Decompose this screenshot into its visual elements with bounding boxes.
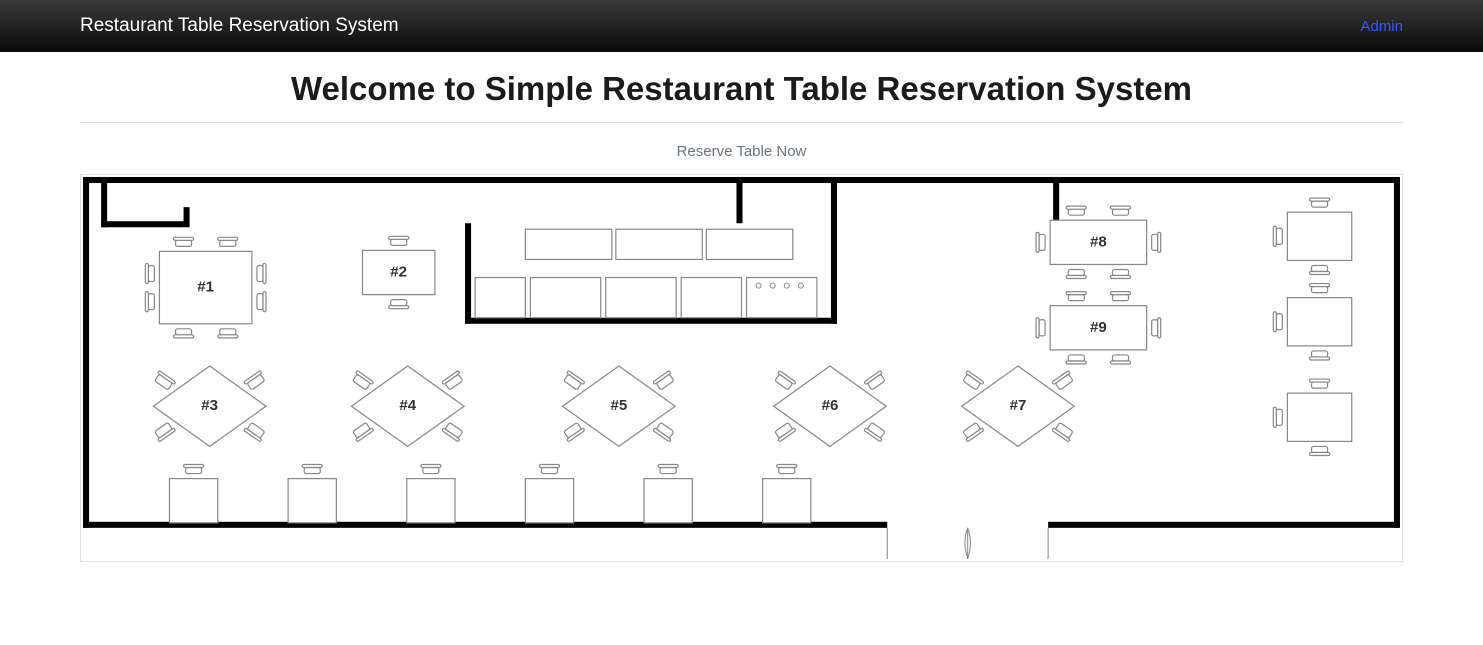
entrance-door — [887, 528, 1048, 559]
table-label[interactable]: #9 — [1090, 319, 1107, 336]
table-t9[interactable]: #9 — [1036, 292, 1161, 364]
table-label[interactable]: #8 — [1090, 233, 1107, 250]
table-t5[interactable]: #5 — [562, 366, 676, 446]
reserve-now-text: Reserve Table Now — [80, 143, 1403, 160]
table-label[interactable]: #4 — [399, 397, 416, 414]
bar-seat[interactable] — [407, 465, 455, 523]
navbar-brand[interactable]: Restaurant Table Reservation System — [80, 15, 399, 37]
page-title: Welcome to Simple Restaurant Table Reser… — [80, 70, 1403, 108]
table-label[interactable]: #1 — [197, 279, 214, 296]
table-label[interactable]: #3 — [201, 397, 218, 414]
bar-seat[interactable] — [525, 465, 573, 523]
admin-link[interactable]: Admin — [1360, 18, 1403, 35]
table-label[interactable]: #7 — [1010, 397, 1027, 414]
separator — [80, 122, 1403, 123]
booth[interactable] — [1273, 198, 1351, 274]
navbar: Restaurant Table Reservation System Admi… — [0, 0, 1483, 52]
table-label[interactable]: #5 — [610, 397, 627, 414]
table-label[interactable]: #6 — [822, 397, 839, 414]
booth[interactable] — [1273, 284, 1351, 360]
table-label[interactable]: #2 — [390, 263, 407, 280]
floorplan-container: #1 #2 #3 #4 #5 #6 #7 #8 #9 — [80, 174, 1403, 562]
table-t6[interactable]: #6 — [773, 366, 887, 446]
main-container: Welcome to Simple Restaurant Table Reser… — [0, 52, 1483, 562]
booth[interactable] — [1273, 379, 1351, 455]
kitchen — [475, 229, 817, 317]
table-t7[interactable]: #7 — [961, 366, 1075, 446]
bar-seat[interactable] — [169, 465, 217, 523]
floorplan[interactable]: #1 #2 #3 #4 #5 #6 #7 #8 #9 — [83, 177, 1400, 559]
bar-seat[interactable] — [288, 465, 336, 523]
bar-seat[interactable] — [763, 465, 811, 523]
table-t3[interactable]: #3 — [153, 366, 267, 446]
table-t4[interactable]: #4 — [351, 366, 465, 446]
bar-seat[interactable] — [644, 465, 692, 523]
table-t2[interactable]: #2 — [363, 236, 435, 308]
table-t1[interactable]: #1 — [145, 237, 266, 338]
